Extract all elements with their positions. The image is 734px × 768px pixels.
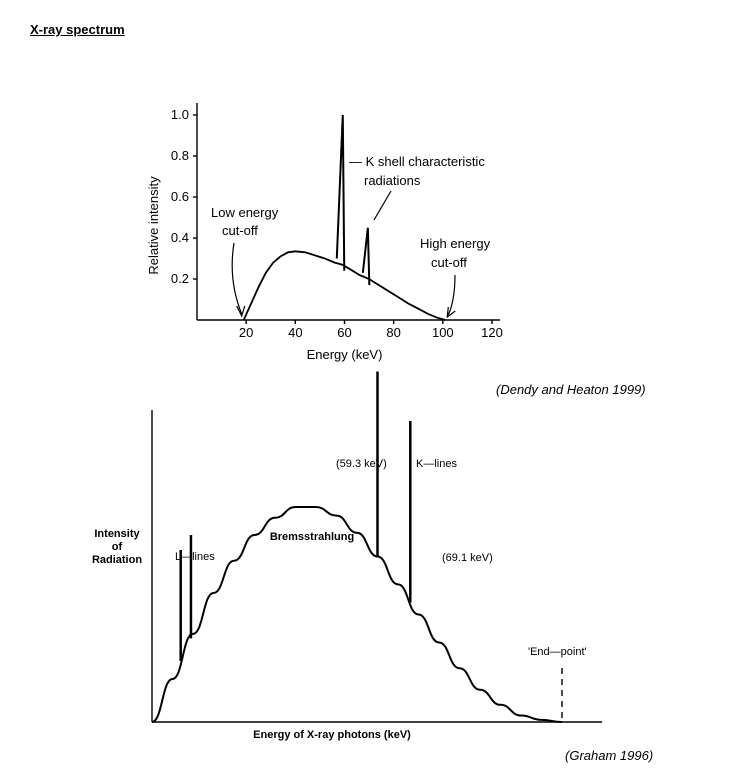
- annotation-high-energy: cut-off: [431, 255, 467, 270]
- relative-intensity-chart: 20 40 60 80 100 120 0.2 0.4 0.6 0.8 1.0 Energy (keV…: [146, 103, 503, 362]
- page-title: X-ray spectrum: [30, 22, 125, 37]
- annotation-high-energy: High energy: [420, 236, 491, 251]
- annotation-arrow: [447, 274, 456, 316]
- annotation-k-shell: — K shell characteristic: [349, 154, 485, 169]
- bremsstrahlung-curve: [242, 250, 446, 321]
- y-axis-label: Radiation: [92, 554, 142, 566]
- y-tick-label: 1.0: [171, 107, 189, 122]
- x-tick-label: 100: [432, 325, 454, 340]
- k-line-energy-label: (69.1 keV): [442, 552, 493, 564]
- y-tick-label: 0.4: [171, 230, 189, 245]
- k-lines-label: K—lines: [416, 458, 457, 470]
- citation-dendy-heaton: (Dendy and Heaton 1999): [496, 382, 646, 397]
- end-point-label: 'End—point': [528, 646, 587, 658]
- arrow-head-icon: [236, 305, 246, 318]
- y-tick-label: 0.8: [171, 148, 189, 163]
- bremsstrahlung-curve: [151, 506, 563, 723]
- citation-graham: (Graham 1996): [565, 748, 654, 763]
- y-axis-label: of: [112, 541, 123, 553]
- arrow-head-icon: [446, 306, 456, 319]
- annotation-pointer: [373, 190, 392, 221]
- x-tick-label: 40: [288, 325, 302, 340]
- annotation-low-energy: Low energy: [211, 205, 279, 220]
- annotation-k-shell: radiations: [364, 173, 421, 188]
- y-tick-label: 0.6: [171, 189, 189, 204]
- x-axis-label: Energy of X-ray photons (keV): [253, 729, 411, 741]
- k-shell-peak: [361, 227, 371, 286]
- x-tick-label: 120: [481, 325, 503, 340]
- x-tick-label: 20: [239, 325, 253, 340]
- y-axis-label: Intensity: [94, 528, 140, 540]
- k-line-energy-label: (59.3 keV): [336, 458, 387, 470]
- annotation-low-energy: cut-off: [222, 223, 258, 238]
- x-tick-label: 60: [337, 325, 351, 340]
- x-axis-label: Energy (keV): [307, 347, 383, 362]
- x-tick-label: 80: [386, 325, 400, 340]
- annotation-arrow: [231, 242, 243, 315]
- y-tick-label: 0.2: [171, 271, 189, 286]
- y-axis-label: Relative intensity: [146, 176, 161, 275]
- bremsstrahlung-label: Bremsstrahlung: [270, 531, 354, 543]
- k-shell-peak: [335, 114, 346, 271]
- l-lines-label: L—lines: [175, 551, 215, 563]
